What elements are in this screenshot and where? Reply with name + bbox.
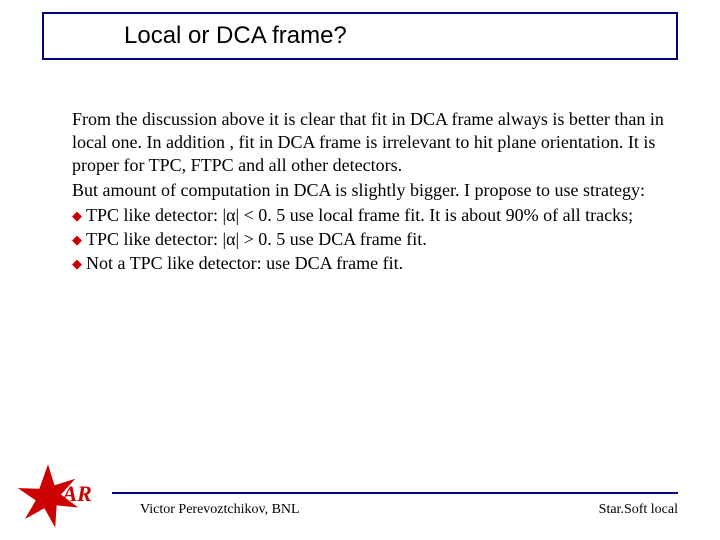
star-label: STAR — [38, 481, 92, 507]
footer-right-text: Star.Soft local — [599, 502, 678, 518]
bullet-text: TPC like detector: |α| > 0. 5 use DCA fr… — [86, 229, 427, 249]
footer-author: Victor Perevoztchikov, BNL — [140, 502, 300, 518]
footer-divider — [112, 492, 678, 494]
diamond-bullet-icon: ◆ — [72, 232, 86, 249]
bullet-text: Not a TPC like detector: use DCA frame f… — [86, 253, 403, 273]
paragraph-2: But amount of computation in DCA is slig… — [72, 179, 672, 202]
bullet-item: ◆TPC like detector: |α| < 0. 5 use local… — [72, 204, 672, 227]
diamond-bullet-icon: ◆ — [72, 208, 86, 225]
slide-title: Local or DCA frame? — [124, 22, 347, 49]
body-area: From the discussion above it is clear th… — [72, 108, 672, 276]
diamond-bullet-icon: ◆ — [72, 256, 86, 273]
bullet-item: ◆Not a TPC like detector: use DCA frame … — [72, 252, 672, 275]
bullet-item: ◆TPC like detector: |α| > 0. 5 use DCA f… — [72, 228, 672, 251]
title-box: Local or DCA frame? — [42, 12, 678, 60]
paragraph-1: From the discussion above it is clear th… — [72, 108, 672, 177]
bullet-text: TPC like detector: |α| < 0. 5 use local … — [86, 205, 633, 225]
